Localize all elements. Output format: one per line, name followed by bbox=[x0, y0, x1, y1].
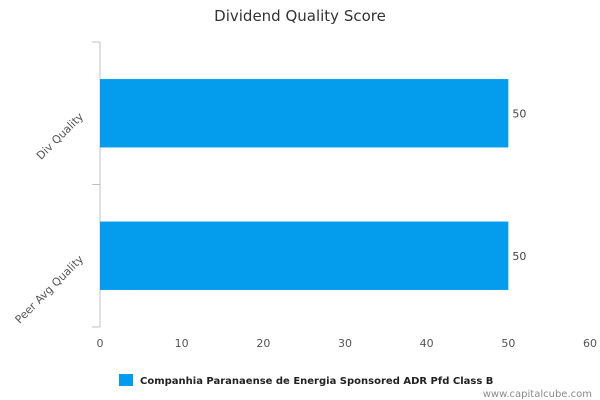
legend-label: Companhia Paranaense de Energia Sponsore… bbox=[140, 376, 493, 387]
category-label: Div Quality bbox=[34, 110, 87, 163]
legend: Companhia Paranaense de Energia Sponsore… bbox=[119, 374, 493, 387]
x-tick-label: 60 bbox=[583, 337, 597, 350]
bar bbox=[100, 221, 509, 290]
x-tick-label: 10 bbox=[175, 337, 189, 350]
bar bbox=[100, 79, 509, 148]
legend-swatch bbox=[119, 374, 133, 386]
bar-data-label: 50 bbox=[512, 250, 526, 263]
x-tick-label: 50 bbox=[501, 337, 515, 350]
category-label: Peer Avg Quality bbox=[13, 252, 87, 326]
x-tick-label: 40 bbox=[420, 337, 434, 350]
x-tick-label: 20 bbox=[256, 337, 270, 350]
plot-area: 0 10 20 30 40 50 60 50 Div Quality 50 Peer Avg Qua… bbox=[13, 41, 597, 350]
x-tick-label: 0 bbox=[97, 337, 104, 350]
chart-title: Dividend Quality Score bbox=[214, 7, 386, 25]
bar-data-label: 50 bbox=[512, 107, 526, 120]
x-tick-label: 30 bbox=[338, 337, 352, 350]
watermark: www.capitalcube.com bbox=[483, 389, 592, 400]
